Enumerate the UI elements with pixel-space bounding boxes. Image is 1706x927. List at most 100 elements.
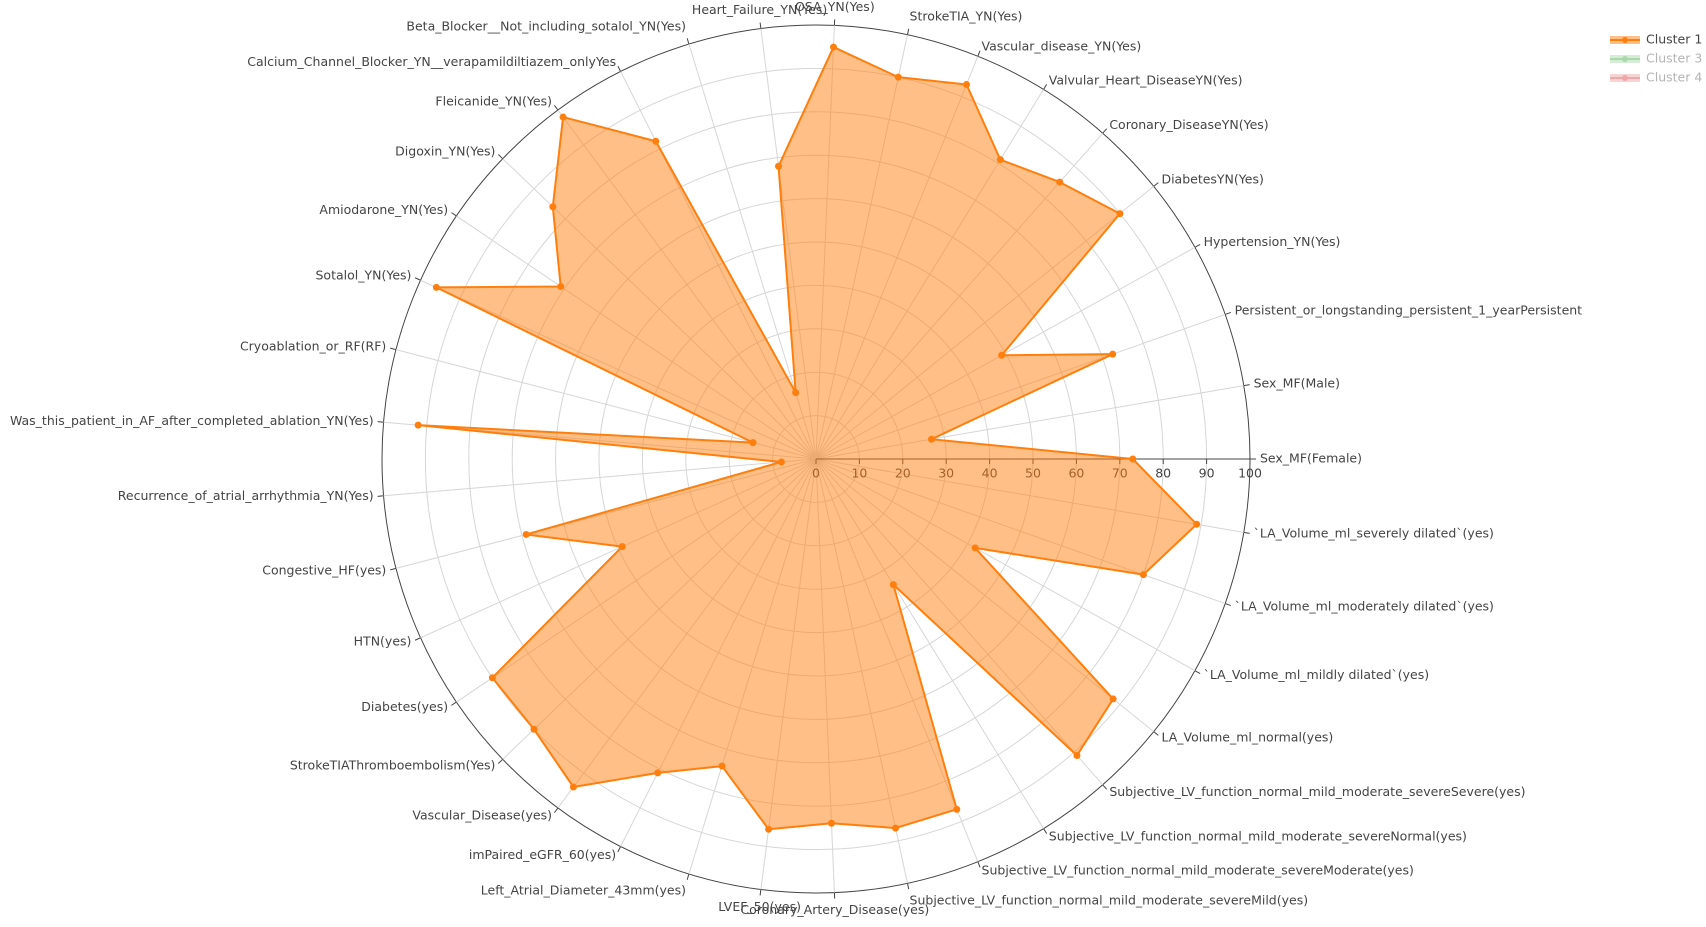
category-label: Sex_MF(Male): [1254, 375, 1340, 390]
legend-item[interactable]: Cluster 4: [1610, 70, 1702, 85]
radar-area: [417, 46, 1198, 831]
category-label: Subjective_LV_function_normal_mild_moder…: [982, 862, 1414, 877]
category-label: Sex_MF(Female): [1260, 451, 1362, 466]
category-label: Amiodarone_YN(Yes): [319, 202, 448, 217]
category-label: StrokeTIAThromboembolism(Yes): [290, 758, 496, 773]
radar-marker: [1193, 520, 1201, 528]
radar-marker: [1056, 178, 1064, 186]
category-label: Subjective_LV_function_normal_mild_moder…: [910, 892, 1309, 907]
radar-marker: [559, 113, 567, 121]
radar-marker: [889, 581, 897, 589]
radar-marker: [549, 203, 557, 211]
angular-tick: [1194, 243, 1201, 248]
category-label: Recurrence_of_atrial_arrhythmia_YN(Yes): [118, 488, 374, 503]
angular-tick: [497, 758, 504, 764]
radar-marker: [530, 725, 538, 733]
category-label: HTN(yes): [354, 633, 412, 648]
radar-marker: [998, 351, 1006, 359]
angular-tick: [1043, 84, 1048, 90]
legend-marker: [1622, 75, 1628, 81]
radial-tick-label: 100: [1238, 466, 1262, 481]
legend-label: Cluster 1: [1646, 32, 1702, 47]
category-label: Coronary_Artery_Disease(yes): [740, 902, 929, 917]
radar-marker: [569, 783, 577, 791]
legend-marker: [1622, 56, 1628, 62]
radar-marker: [827, 819, 835, 827]
angular-tick: [1153, 182, 1159, 187]
radar-marker: [777, 458, 785, 466]
angular-tick: [977, 861, 981, 868]
angular-tick: [451, 701, 457, 706]
category-label: Diabetes(yes): [361, 699, 448, 714]
radar-marker: [488, 674, 496, 682]
category-label: Coronary_DiseaseYN(Yes): [1109, 117, 1268, 132]
category-label: Left_Atrial_Diameter_43mm(yes): [481, 883, 686, 898]
radar-marker: [1109, 695, 1117, 703]
category-label: Digoxin_YN(Yes): [395, 143, 495, 158]
angular-tick: [377, 421, 384, 423]
radar-marker: [829, 43, 837, 51]
legend-item[interactable]: Cluster 1: [1610, 32, 1702, 47]
radar-marker: [996, 156, 1004, 164]
angular-tick: [906, 883, 910, 890]
angular-tick: [759, 22, 762, 29]
radar-marker: [749, 439, 757, 447]
radar-marker: [618, 543, 626, 551]
radar-marker: [718, 762, 726, 770]
angular-tick: [497, 154, 504, 160]
category-label: Cryoablation_or_RF(RF): [240, 339, 386, 354]
radar-marker: [652, 137, 660, 145]
category-label: DiabetesYN(Yes): [1161, 172, 1263, 187]
angular-tick: [1102, 784, 1108, 790]
angular-tick: [617, 846, 622, 853]
angular-tick: [1043, 828, 1048, 834]
angular-tick: [1243, 531, 1250, 534]
legend-marker: [1622, 37, 1628, 43]
category-label: Fleicanide_YN(Yes): [435, 94, 552, 109]
angular-tick: [414, 637, 421, 641]
radar-marker: [1116, 210, 1124, 218]
category-label: Persistent_or_longstanding_persistent_1_…: [1235, 303, 1583, 318]
category-label: OSA_YN(Yes): [795, 0, 875, 14]
category-label: Beta_Blocker__Not_including_sotalol_YN(Y…: [406, 18, 686, 33]
category-label: Sotalol_YN(Yes): [316, 268, 412, 283]
radar-marker: [953, 805, 961, 813]
category-label: LVEF_50(yes): [718, 899, 801, 914]
angular-tick: [617, 65, 622, 72]
angular-tick: [686, 38, 690, 45]
angular-tick: [1194, 670, 1201, 675]
category-label: imPaired_eGFR_60(yes): [469, 847, 616, 862]
category-label: `LA_Volume_ml_severely dilated`(yes): [1254, 526, 1494, 541]
angular-tick: [451, 212, 457, 217]
radar-marker: [894, 73, 902, 81]
category-label: Heart_Failure_YN(Yes): [692, 2, 827, 17]
category-label: Calcium_Channel_Blocker_YN__verapamildil…: [247, 54, 616, 69]
angular-tick: [1225, 603, 1232, 607]
legend-swatch: [1610, 55, 1640, 63]
radar-marker: [775, 162, 783, 170]
angular-tick: [377, 495, 384, 497]
category-label: LA_Volume_ml_normal(yes): [1161, 729, 1333, 744]
category-label: StrokeTIA_YN(Yes): [910, 9, 1023, 24]
angular-tick: [553, 807, 559, 814]
angular-grid-line: [383, 458, 817, 497]
angular-tick: [686, 873, 690, 880]
category-label: Vascular_disease_YN(Yes): [982, 39, 1142, 54]
radar-marker: [1139, 571, 1147, 579]
legend-item[interactable]: Cluster 3: [1610, 51, 1702, 66]
radar-marker: [1129, 455, 1137, 463]
radial-tick-label: 90: [1199, 466, 1215, 481]
angular-grid-line: [395, 349, 817, 460]
angular-tick: [1225, 311, 1232, 315]
category-label: Valvular_Heart_DiseaseYN(Yes): [1049, 72, 1243, 87]
angular-tick: [390, 567, 397, 571]
radar-marker: [765, 825, 773, 833]
radar-marker: [927, 435, 935, 443]
radial-tick-label: 80: [1155, 466, 1171, 481]
legend-label: Cluster 4: [1646, 70, 1702, 85]
radar-marker: [522, 530, 530, 538]
legend-label: Cluster 3: [1646, 51, 1702, 66]
category-label: Was_this_patient_in_AF_after_completed_a…: [10, 413, 374, 428]
category-label: `LA_Volume_ml_moderately dilated`(yes): [1235, 598, 1494, 613]
